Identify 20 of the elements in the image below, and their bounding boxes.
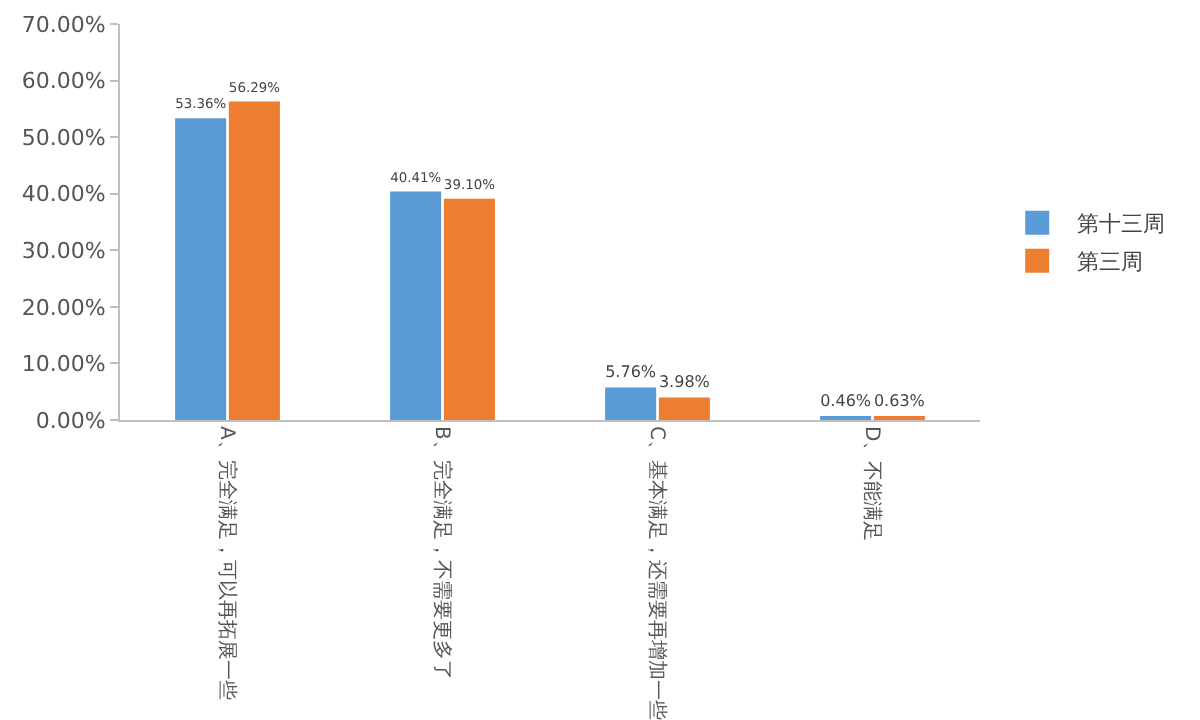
bar (228, 101, 280, 420)
y-tick-label: 0.00% (35, 407, 106, 434)
bar (658, 397, 710, 420)
y-tick-label: 20.00% (21, 294, 106, 321)
x-tick-label: C、基本满足，还需要再增加一些 (645, 426, 669, 720)
y-tick-label: 60.00% (21, 68, 106, 95)
y-tick-label: 50.00% (21, 124, 106, 151)
x-tick-label: D、不能满足 (860, 426, 884, 542)
bar (605, 387, 657, 420)
legend-label: 第十三周 (1077, 211, 1166, 238)
bar (175, 118, 227, 420)
y-tick-label: 70.00% (21, 11, 106, 38)
x-tick-label: B、完全满足，不需要更多了 (430, 426, 454, 680)
y-tick-label: 10.00% (21, 351, 106, 378)
bar (390, 191, 442, 420)
legend-label: 第三周 (1077, 249, 1144, 276)
y-tick-label: 40.00% (21, 181, 106, 208)
x-tick-label: A、完全满足，可以再拓展一些 (215, 426, 239, 700)
bar (443, 198, 495, 420)
y-tick-label: 30.00% (21, 237, 106, 264)
